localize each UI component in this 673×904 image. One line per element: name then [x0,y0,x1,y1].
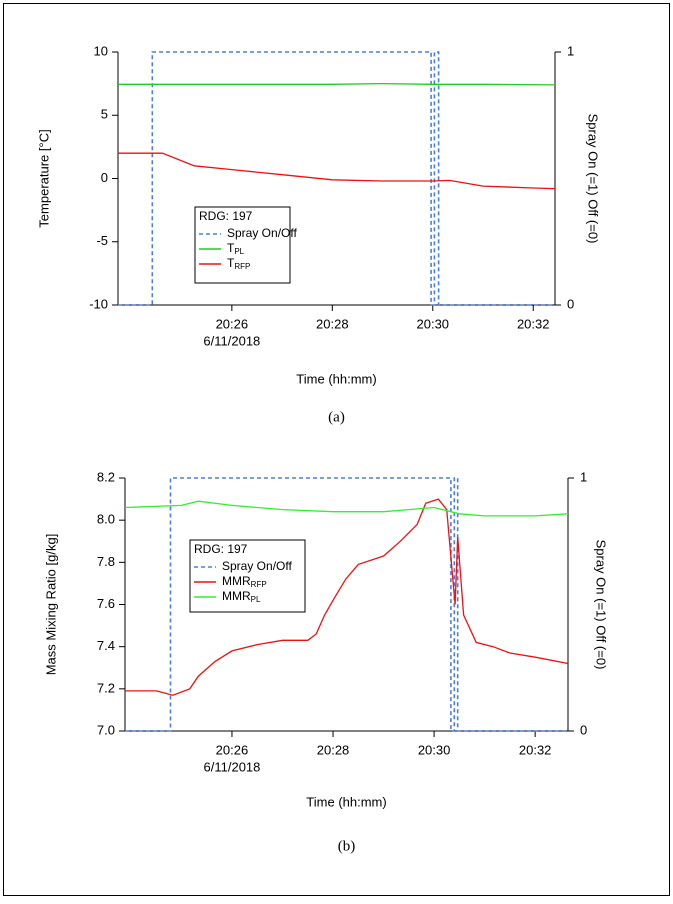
legend-subscript: PL [251,595,261,604]
legend-subscript: PL [234,247,244,256]
y2-tick-label: 1 [580,469,587,484]
legend-name: T [227,256,235,270]
caption: (a) [328,409,345,425]
y2-axis-label: Spray On (=1) Off (=0) [594,540,609,670]
y2-axis-label: Spray On (=1) Off (=0) [586,114,601,244]
x-axis-label: Time (hh:mm) [296,371,376,386]
legend-name: MMR [222,574,251,588]
legend-subscript: RFP [234,262,250,271]
x-tick-sublabel: 6/11/2018 [204,759,261,774]
caption: (b) [338,838,356,854]
legend-label: TRFP [227,256,250,271]
y-tick-label: 8.0 [97,512,115,527]
legend-name: MMR [222,589,251,603]
x-tick-label: 20:26 [216,316,249,331]
x-tick-label: 20:30 [418,742,451,757]
x-tick-label: 20:30 [417,316,450,331]
figure-border [3,3,670,896]
y2-tick-label: 0 [567,296,574,311]
y-tick-label: 8.2 [97,469,115,484]
legend-label: MMRPL [222,589,261,604]
legend-name: Spray On/Off [222,559,292,573]
y-tick-label: 5 [101,107,108,122]
x-tick-label: 20:28 [317,742,350,757]
legend-subscript: RFP [251,580,267,589]
y-tick-label: -5 [96,233,108,248]
y-axis-label: Mass Mixing Ratio [g/kg] [43,534,58,676]
legend-label: MMRRFP [222,574,267,589]
series-line [124,500,569,517]
legend-title: RDG: 197 [199,209,253,223]
y-tick-label: 0 [101,170,108,185]
legend-box [189,539,306,613]
x-axis-label: Time (hh:mm) [306,794,386,809]
legend-name: Spray On/Off [227,226,297,240]
legend-label: TPL [227,241,245,256]
y-tick-label: 10 [94,43,108,58]
y-tick-label: 7.6 [97,596,115,611]
x-tick-label: 20:32 [517,316,550,331]
legend-title: RDG: 197 [194,542,248,556]
y2-tick-label: 1 [567,43,574,58]
legend-label: Spray On/Off [222,559,292,573]
series-line [125,477,568,732]
y-tick-label: 7.2 [97,680,115,695]
y-tick-label: 7.8 [97,554,115,569]
y2-tick-label: 0 [580,722,587,737]
y-tick-label: 7.0 [97,722,115,737]
x-tick-label: 20:28 [316,316,349,331]
series-line [118,82,556,86]
legend-box [194,206,291,284]
legend-name: T [227,241,235,255]
x-tick-sublabel: 6/11/2018 [203,333,260,348]
legend-label: Spray On/Off [227,226,297,240]
series-line [125,498,569,696]
y-tick-label: -10 [89,296,108,311]
series-line [118,51,555,306]
x-tick-label: 20:32 [519,742,552,757]
series-line [118,152,556,190]
y-axis-label: Temperature [°C] [36,129,51,227]
y-tick-label: 7.4 [97,638,115,653]
x-tick-label: 20:26 [216,742,249,757]
